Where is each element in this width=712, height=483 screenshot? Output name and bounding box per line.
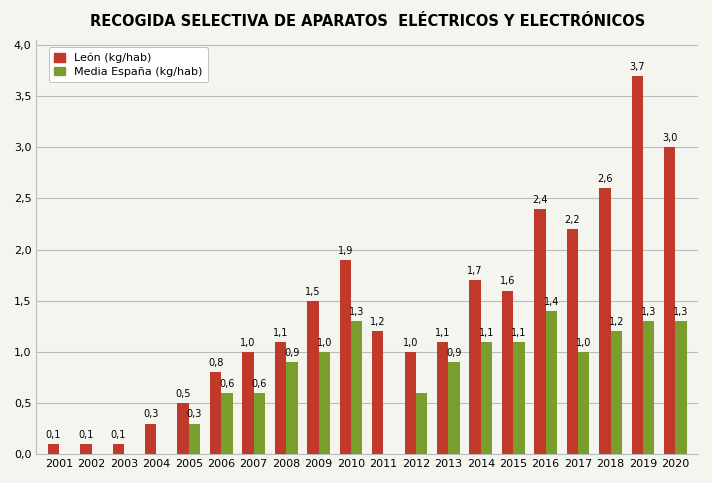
Bar <box>80 444 92 454</box>
Bar <box>48 444 59 454</box>
Bar <box>534 209 545 454</box>
Bar <box>177 403 189 454</box>
Text: 0,3: 0,3 <box>143 410 158 419</box>
Text: 3,0: 3,0 <box>662 133 677 143</box>
Bar <box>112 444 124 454</box>
Text: 1,2: 1,2 <box>370 317 385 327</box>
Bar <box>643 321 654 454</box>
Bar <box>242 352 253 454</box>
Text: 1,0: 1,0 <box>241 338 256 348</box>
Bar <box>189 424 200 454</box>
Bar <box>210 372 221 454</box>
Text: 1,3: 1,3 <box>641 307 656 317</box>
Text: 1,2: 1,2 <box>609 317 624 327</box>
Text: 0,6: 0,6 <box>252 379 267 389</box>
Bar <box>416 393 427 454</box>
Bar <box>275 341 286 454</box>
Text: 1,1: 1,1 <box>478 327 494 338</box>
Bar <box>578 352 590 454</box>
Bar <box>286 362 298 454</box>
Bar <box>221 393 233 454</box>
Bar <box>502 290 513 454</box>
Bar <box>513 341 525 454</box>
Text: 1,0: 1,0 <box>576 338 592 348</box>
Bar <box>145 424 157 454</box>
Text: 0,9: 0,9 <box>446 348 461 358</box>
Text: 1,1: 1,1 <box>511 327 527 338</box>
Bar <box>308 301 318 454</box>
Bar <box>404 352 416 454</box>
Text: 2,6: 2,6 <box>597 174 612 184</box>
Text: 1,9: 1,9 <box>337 246 353 256</box>
Text: 0,5: 0,5 <box>175 389 191 399</box>
Bar <box>318 352 330 454</box>
Legend: León (kg/hab), Media España (kg/hab): León (kg/hab), Media España (kg/hab) <box>48 47 208 83</box>
Title: RECOGIDA SELECTIVA DE APARATOS  ELÉCTRICOS Y ELECTRÓNICOS: RECOGIDA SELECTIVA DE APARATOS ELÉCTRICO… <box>90 14 645 29</box>
Bar <box>600 188 610 454</box>
Bar <box>253 393 265 454</box>
Text: 0,8: 0,8 <box>208 358 224 368</box>
Text: 1,7: 1,7 <box>467 266 483 276</box>
Text: 1,5: 1,5 <box>305 286 320 297</box>
Text: 1,3: 1,3 <box>349 307 365 317</box>
Text: 0,9: 0,9 <box>284 348 300 358</box>
Bar <box>351 321 362 454</box>
Bar <box>545 311 557 454</box>
Text: 1,3: 1,3 <box>674 307 689 317</box>
Bar <box>469 280 481 454</box>
Text: 2,2: 2,2 <box>565 215 580 225</box>
Text: 0,1: 0,1 <box>110 430 126 440</box>
Text: 1,1: 1,1 <box>435 327 451 338</box>
Bar <box>340 260 351 454</box>
Text: 1,1: 1,1 <box>273 327 288 338</box>
Bar <box>449 362 460 454</box>
Bar <box>372 331 384 454</box>
Text: 2,4: 2,4 <box>533 195 548 204</box>
Bar <box>481 341 492 454</box>
Text: 0,3: 0,3 <box>187 410 202 419</box>
Text: 1,0: 1,0 <box>402 338 418 348</box>
Text: 3,7: 3,7 <box>629 61 645 71</box>
Text: 1,4: 1,4 <box>544 297 559 307</box>
Text: 1,0: 1,0 <box>317 338 332 348</box>
Text: 1,6: 1,6 <box>500 276 515 286</box>
Text: 0,6: 0,6 <box>219 379 235 389</box>
Bar <box>437 341 449 454</box>
Bar <box>610 331 622 454</box>
Bar <box>664 147 676 454</box>
Bar <box>676 321 687 454</box>
Bar <box>567 229 578 454</box>
Text: 0,1: 0,1 <box>46 430 61 440</box>
Text: 0,1: 0,1 <box>78 430 93 440</box>
Bar <box>632 76 643 454</box>
